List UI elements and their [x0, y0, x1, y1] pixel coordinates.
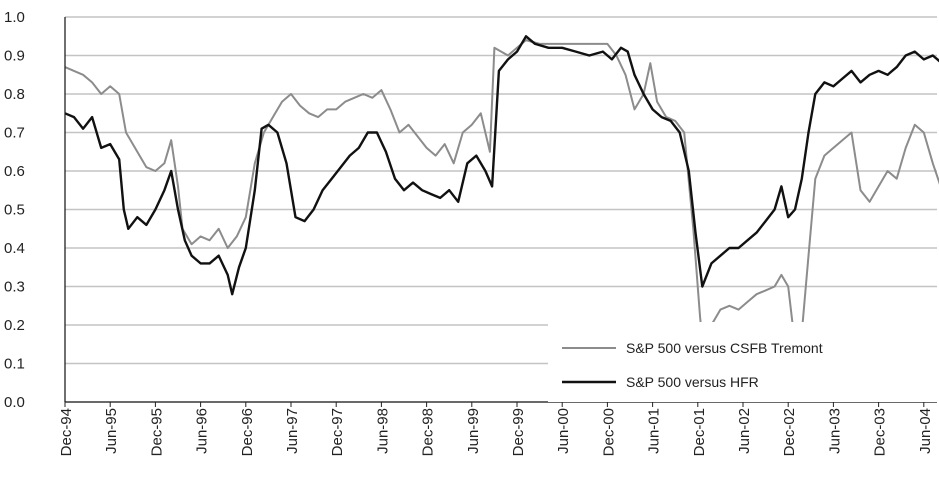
- grid-lines: [65, 16, 937, 403]
- x-tick-label: Dec-02: [781, 408, 798, 456]
- x-tick-label: Jun-01: [646, 408, 663, 454]
- x-tick-label: Dec-96: [239, 408, 256, 456]
- x-tick-label: Jun-03: [826, 408, 843, 454]
- y-tick-label: 0.9: [4, 48, 25, 65]
- x-tick-label: Dec-00: [600, 408, 617, 456]
- y-tick-label: 0.6: [4, 163, 25, 180]
- y-tick-label: 0.8: [4, 86, 25, 103]
- x-tick-label: Jun-97: [284, 408, 301, 454]
- legend: S&P 500 versus CSFB Tremont S&P 500 vers…: [548, 322, 938, 402]
- x-tick-label: Dec-99: [510, 408, 527, 456]
- x-tick-label: Dec-97: [329, 408, 346, 456]
- y-tick-label: 0.0: [4, 394, 25, 411]
- x-tick-label: Dec-01: [691, 408, 708, 456]
- x-tick-label: Dec-98: [420, 408, 437, 456]
- series-line-csfb-tremont: [64, 39, 939, 361]
- x-tick-label: Dec-95: [148, 408, 165, 456]
- series-lines: [64, 35, 939, 361]
- x-axis-ticks: Dec-94 Jun-95 Dec-95 Jun-96 Dec-96 Jun-97 Dec-…: [58, 402, 934, 456]
- x-tick-label: Jun-99: [465, 408, 482, 454]
- y-tick-label: 0.2: [4, 317, 25, 334]
- x-tick-label: Jun-00: [555, 408, 572, 454]
- series-line-hfr: [64, 35, 939, 296]
- legend-label-hfr: S&P 500 versus HFR: [626, 374, 759, 390]
- x-tick-label: Jun-96: [194, 408, 211, 454]
- x-tick-label: Jun-95: [103, 408, 120, 454]
- legend-label-csfb-tremont: S&P 500 versus CSFB Tremont: [626, 340, 823, 356]
- y-tick-label: 1.0: [4, 9, 25, 26]
- y-tick-label: 0.3: [4, 279, 25, 296]
- y-tick-label: 0.1: [4, 356, 25, 373]
- x-tick-label: Jun-98: [374, 408, 391, 454]
- x-tick-label: Jun-04: [917, 408, 934, 454]
- y-tick-label: 0.5: [4, 202, 25, 219]
- y-tick-label: 0.7: [4, 125, 25, 142]
- y-tick-label: 0.4: [4, 240, 25, 257]
- x-tick-label: Dec-03: [872, 408, 889, 456]
- legend-background: [548, 322, 938, 402]
- y-axis-ticks: 0.0 0.1 0.2 0.3 0.4 0.5 0.6 0.7 0.8 0.9 1.0: [4, 9, 25, 411]
- x-tick-label: Dec-94: [58, 408, 75, 456]
- x-tick-label: Jun-02: [736, 408, 753, 454]
